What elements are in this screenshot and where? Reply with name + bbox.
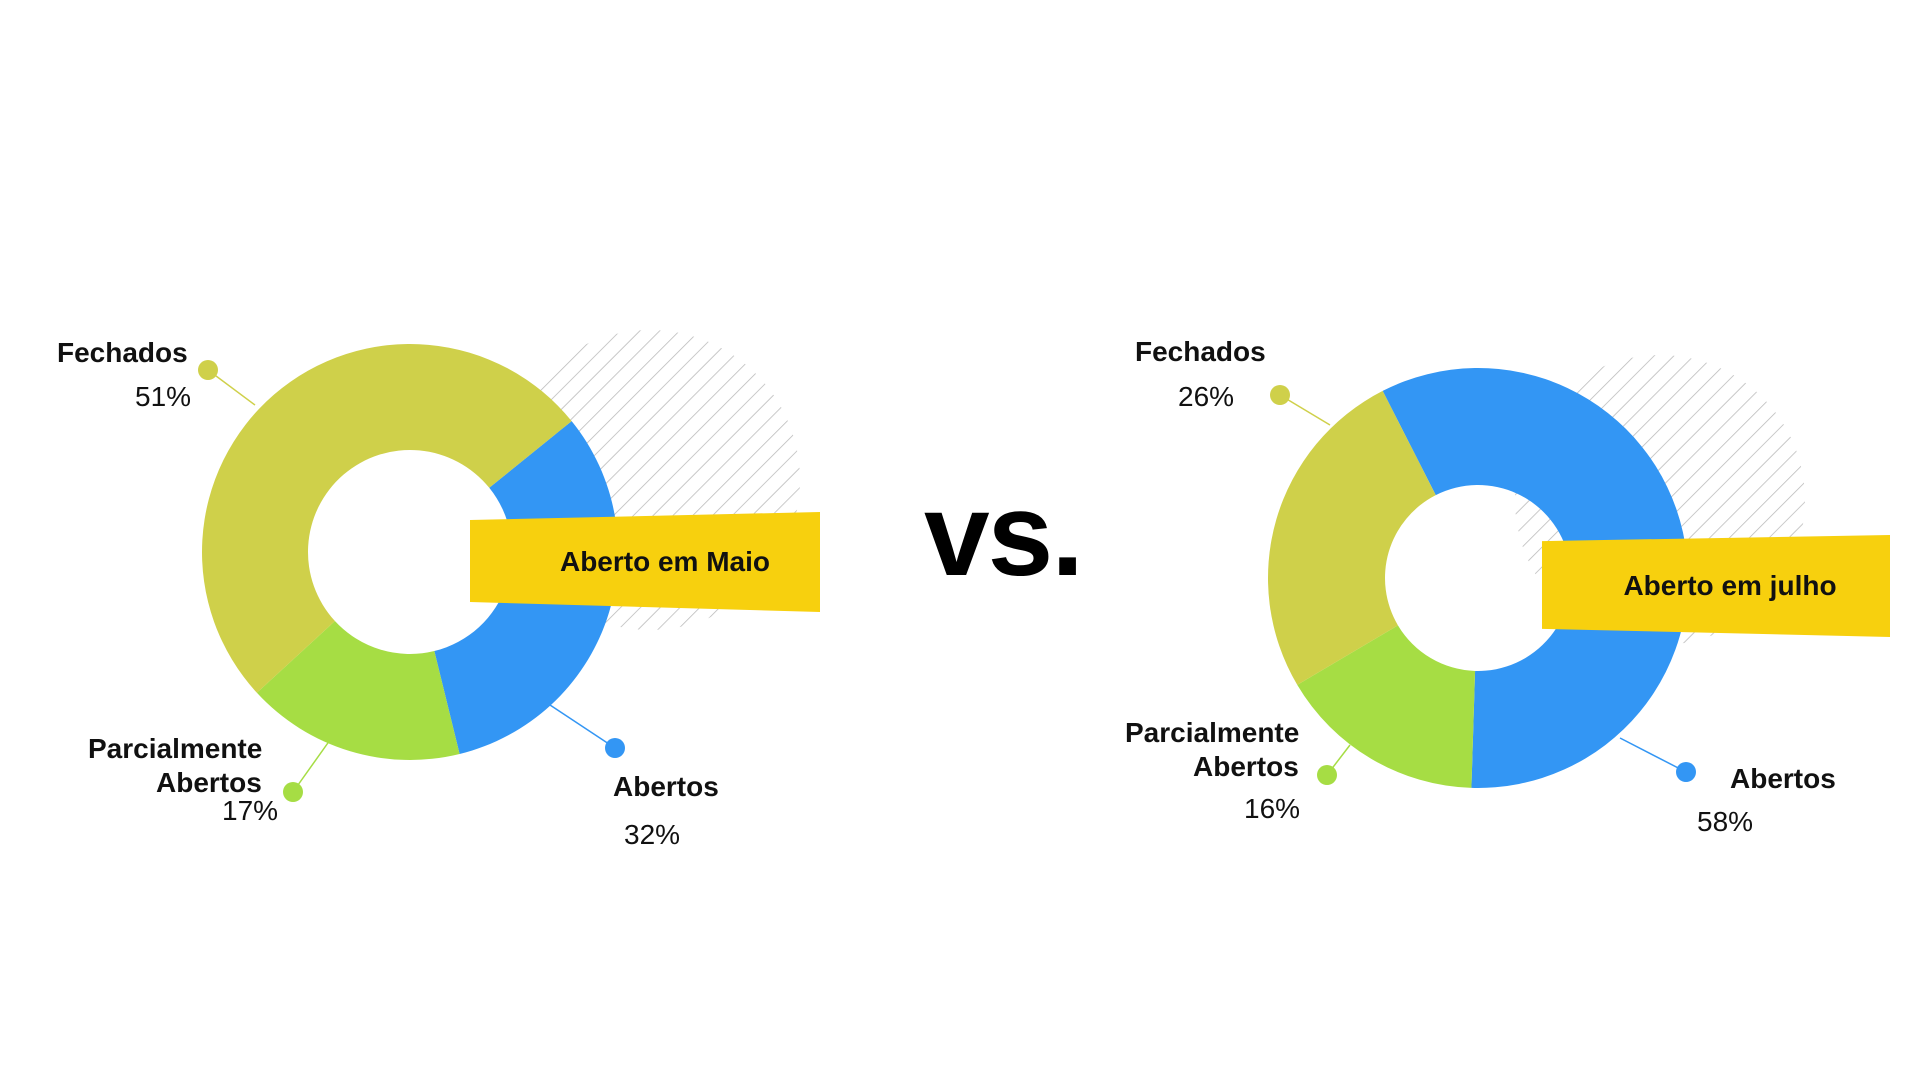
- chart-july-panel: Fechados 26% Abertos 58% Parcialmente Ab…: [960, 0, 1920, 1080]
- dot-abertos: [605, 738, 625, 758]
- label-fechados: Fechados: [57, 337, 188, 368]
- label-abertos: Abertos: [1730, 763, 1836, 794]
- label-fechados: Fechados: [1135, 336, 1266, 367]
- dot-fechados: [198, 360, 218, 380]
- dot-parcialmente-abertos: [1317, 765, 1337, 785]
- value-fechados: 26%: [1178, 381, 1235, 412]
- value-abertos: 32%: [624, 819, 681, 850]
- label-parcialmente-line2: Abertos: [156, 767, 262, 798]
- value-parcialmente-abertos: 17%: [222, 795, 279, 826]
- slice-parcialmente-abertos: [1297, 625, 1476, 788]
- label-parcialmente-line1: Parcialmente: [1125, 717, 1300, 748]
- slice-parcialmente-abertos: [256, 621, 460, 760]
- leader-abertos: [549, 704, 616, 749]
- label-parcialmente-line1: Parcialmente: [88, 733, 263, 764]
- chart-may-panel: Fechados 51% Abertos 32% Parcialmente Ab…: [57, 330, 820, 850]
- dot-fechados: [1270, 385, 1290, 405]
- dot-parcialmente-abertos: [283, 782, 303, 802]
- value-abertos: 58%: [1697, 806, 1754, 837]
- dot-abertos: [1676, 762, 1696, 782]
- chart-title: Aberto em Maio: [559, 546, 771, 577]
- title-banner: Aberto em Maio: [470, 512, 820, 612]
- slice-fechados: [1268, 390, 1436, 685]
- slice-abertos: [1382, 368, 1688, 788]
- leader-parcialmente-abertos: [292, 739, 331, 793]
- chart-title: Aberto em julho: [1623, 570, 1837, 601]
- value-fechados: 51%: [135, 381, 192, 412]
- title-banner: Aberto em julho: [1542, 535, 1890, 637]
- slice-fechados: [202, 344, 572, 693]
- leader-abertos: [1619, 737, 1687, 773]
- label-abertos: Abertos: [613, 771, 719, 802]
- vs-text: vs.: [924, 469, 1084, 601]
- label-parcialmente-line2: Abertos: [1193, 751, 1299, 782]
- value-parcialmente-abertos: 16%: [1244, 793, 1301, 824]
